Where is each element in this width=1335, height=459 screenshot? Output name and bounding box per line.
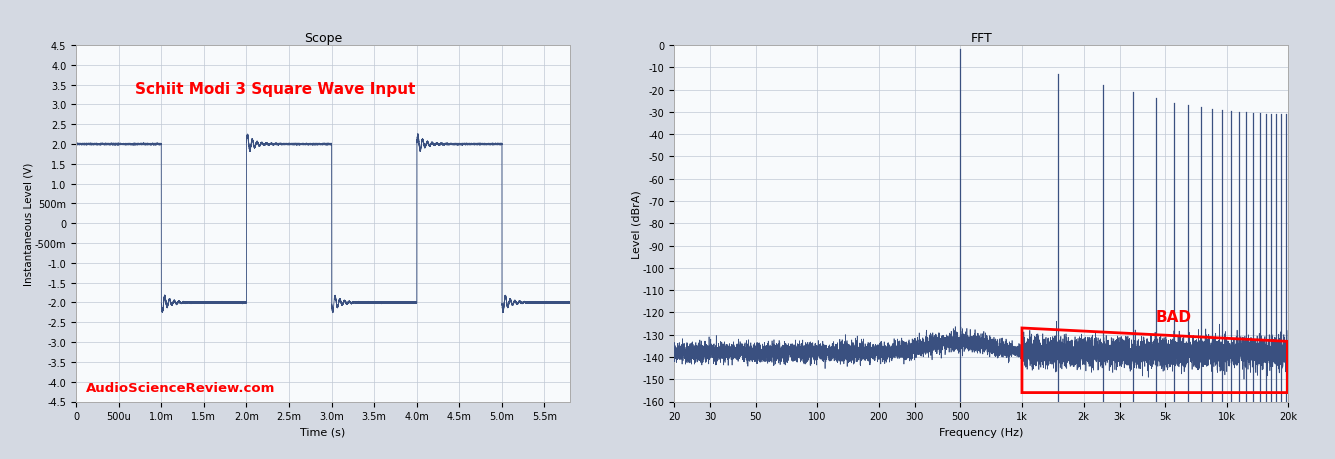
Text: BAD: BAD xyxy=(1156,310,1192,325)
Title: Scope: Scope xyxy=(304,32,342,45)
Text: AudioScienceReview.com: AudioScienceReview.com xyxy=(85,381,275,394)
X-axis label: Frequency (Hz): Frequency (Hz) xyxy=(939,427,1024,437)
Y-axis label: Level (dBrA): Level (dBrA) xyxy=(631,190,641,258)
Text: Schiit Modi 3 Square Wave Input: Schiit Modi 3 Square Wave Input xyxy=(135,81,415,96)
Y-axis label: Instantaneous Level (V): Instantaneous Level (V) xyxy=(24,162,33,285)
X-axis label: Time (s): Time (s) xyxy=(300,427,346,437)
Title: FFT: FFT xyxy=(971,32,992,45)
